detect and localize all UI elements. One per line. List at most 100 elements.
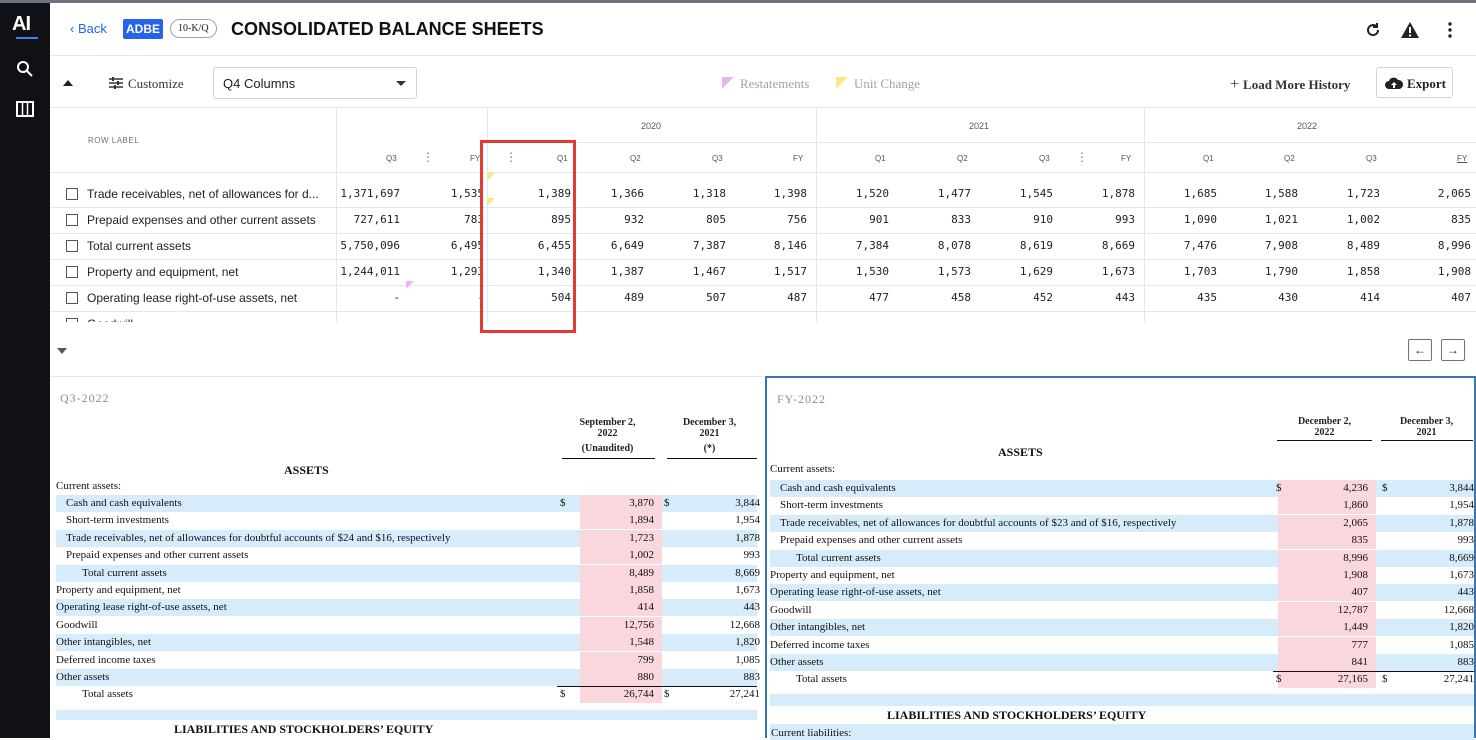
table-cell[interactable]: 910 xyxy=(1033,213,1053,226)
load-more-history-button[interactable]: + Load More History xyxy=(1230,76,1350,94)
table-cell[interactable]: 7,908 xyxy=(1264,239,1298,252)
table-cell[interactable]: 1,002 xyxy=(1346,213,1380,226)
table-cell[interactable]: 10,730 xyxy=(636,320,726,322)
table-cell[interactable]: 1,520 xyxy=(855,187,889,200)
table-cell[interactable]: 756 xyxy=(787,213,807,226)
back-button[interactable]: ‹ Back xyxy=(70,21,107,36)
table-cell[interactable]: 901 xyxy=(869,213,889,226)
row-checkbox[interactable] xyxy=(66,266,78,278)
table-cell[interactable]: 1,629 xyxy=(1019,265,1053,278)
collapse-up-icon[interactable] xyxy=(62,78,74,88)
table-cell[interactable]: 504 xyxy=(551,291,571,304)
table-cell[interactable]: 8,669 xyxy=(1101,239,1135,252)
table-cell[interactable]: 1,530 xyxy=(855,265,889,278)
export-button[interactable]: Export xyxy=(1376,67,1453,98)
table-cell[interactable]: 1,021 xyxy=(1264,213,1298,226)
filing-panel-fy-2022[interactable]: FY-2022 December 2, 2022 December 3, 202… xyxy=(765,376,1476,740)
columns-icon[interactable] xyxy=(15,99,35,119)
table-cell[interactable]: 10,691 xyxy=(481,320,571,322)
table-cell[interactable]: 1,588 xyxy=(1264,187,1298,200)
table-cell[interactable]: 1,858 xyxy=(1346,265,1380,278)
prev-page-button[interactable]: ← xyxy=(1408,339,1432,361)
warning-icon[interactable] xyxy=(1400,20,1420,40)
row-checkbox[interactable] xyxy=(66,292,78,304)
column-header[interactable]: Q3 xyxy=(386,154,397,163)
table-cell[interactable]: 489 xyxy=(624,291,644,304)
table-cell[interactable]: 1,366 xyxy=(610,187,644,200)
table-cell[interactable]: 1,389 xyxy=(537,187,571,200)
column-header[interactable]: FY xyxy=(793,154,804,163)
search-icon[interactable] xyxy=(15,59,35,79)
table-cell[interactable]: 1,477 xyxy=(937,187,971,200)
table-cell[interactable]: 1,673 xyxy=(1101,265,1135,278)
table-cell[interactable]: 11,838 xyxy=(963,320,1053,322)
table-cell[interactable]: 12,801 xyxy=(1208,320,1298,322)
table-cell[interactable]: 12,756 xyxy=(1290,320,1380,322)
column-header[interactable]: Q2 xyxy=(957,154,968,163)
table-cell[interactable]: 10,691 xyxy=(394,320,484,322)
row-label[interactable]: Operating lease right-of-use assets, net xyxy=(66,291,297,305)
table-cell[interactable]: 6,455 xyxy=(537,239,571,252)
column-menu-icon[interactable]: ⋮ xyxy=(1076,150,1088,164)
table-cell[interactable]: 5,750,096 xyxy=(340,239,400,252)
row-label[interactable]: Trade receivables, net of allowances for… xyxy=(66,187,319,201)
table-cell[interactable]: 8,078 xyxy=(937,239,971,252)
row-checkbox[interactable] xyxy=(66,318,78,322)
table-cell[interactable]: 727,611 xyxy=(353,213,400,226)
customize-button[interactable]: Customize xyxy=(109,76,184,92)
table-cell[interactable]: 6,649 xyxy=(610,239,644,252)
row-label[interactable]: Goodwill xyxy=(66,317,133,322)
table-cell[interactable]: 12,705 xyxy=(1127,320,1217,322)
table-cell[interactable]: 10,742 xyxy=(717,320,807,322)
table-cell[interactable]: 1,398 xyxy=(773,187,807,200)
table-cell[interactable]: 2,065 xyxy=(1437,187,1471,200)
table-cell[interactable]: 1,545 xyxy=(1019,187,1053,200)
table-cell[interactable]: 1,535 xyxy=(450,187,484,200)
table-cell[interactable]: 7,384 xyxy=(855,239,889,252)
table-cell[interactable]: 8,489 xyxy=(1346,239,1380,252)
table-cell[interactable]: 430 xyxy=(1278,291,1298,304)
table-cell[interactable]: 8,146 xyxy=(773,239,807,252)
row-label[interactable]: Prepaid expenses and other current asset… xyxy=(66,213,316,227)
row-checkbox[interactable] xyxy=(66,188,78,200)
filing-panel-q3-2022[interactable]: Q3-2022 September 2, 2022 (Unaudited) De… xyxy=(50,376,763,738)
column-header[interactable]: Q1 xyxy=(875,154,886,163)
expand-down-icon[interactable] xyxy=(56,346,68,356)
column-header[interactable]: Q2 xyxy=(1284,154,1295,163)
table-cell[interactable]: 1,573 xyxy=(937,265,971,278)
table-cell[interactable]: 8,619 xyxy=(1019,239,1053,252)
table-cell[interactable]: 7,387 xyxy=(692,239,726,252)
table-cell[interactable]: 1,244,011 xyxy=(340,265,400,278)
table-cell[interactable]: 1,318 xyxy=(692,187,726,200)
columns-select[interactable]: Q4 Columns xyxy=(213,67,417,99)
table-cell[interactable]: 12,668 xyxy=(1045,320,1135,322)
column-header[interactable]: Q3 xyxy=(712,154,723,163)
table-cell[interactable]: 1,703 xyxy=(1183,265,1217,278)
table-cell[interactable]: 1,908 xyxy=(1437,265,1471,278)
table-cell[interactable]: 10,688,068 xyxy=(310,320,400,322)
table-cell[interactable]: 833 xyxy=(951,213,971,226)
column-header[interactable]: FY xyxy=(1121,154,1132,163)
table-cell[interactable]: 414 xyxy=(1360,291,1380,304)
table-cell[interactable]: 407 xyxy=(1451,291,1471,304)
column-header[interactable]: Q1 xyxy=(557,154,568,163)
table-cell[interactable]: 477 xyxy=(869,291,889,304)
table-cell[interactable]: 1,685 xyxy=(1183,187,1217,200)
table-cell[interactable]: 10,695 xyxy=(554,320,644,322)
next-page-button[interactable]: → xyxy=(1441,339,1465,361)
table-cell[interactable]: 1,467 xyxy=(692,265,726,278)
table-cell[interactable]: 443 xyxy=(1115,291,1135,304)
column-header[interactable]: Q3 xyxy=(1039,154,1050,163)
column-header[interactable]: Q2 xyxy=(630,154,641,163)
column-menu-icon[interactable]: ⋮ xyxy=(505,150,517,164)
row-checkbox[interactable] xyxy=(66,214,78,226)
table-cell[interactable]: 507 xyxy=(706,291,726,304)
table-cell[interactable]: 1,387 xyxy=(610,265,644,278)
row-label[interactable]: Property and equipment, net xyxy=(66,265,238,279)
table-cell[interactable]: 11,850 xyxy=(881,320,971,322)
table-cell[interactable]: 11,845 xyxy=(799,320,889,322)
table-cell[interactable]: 1,878 xyxy=(1101,187,1135,200)
column-header[interactable]: Q1 xyxy=(1203,154,1214,163)
column-header[interactable]: FY xyxy=(1457,154,1468,163)
column-menu-icon[interactable]: ⋮ xyxy=(422,150,434,164)
